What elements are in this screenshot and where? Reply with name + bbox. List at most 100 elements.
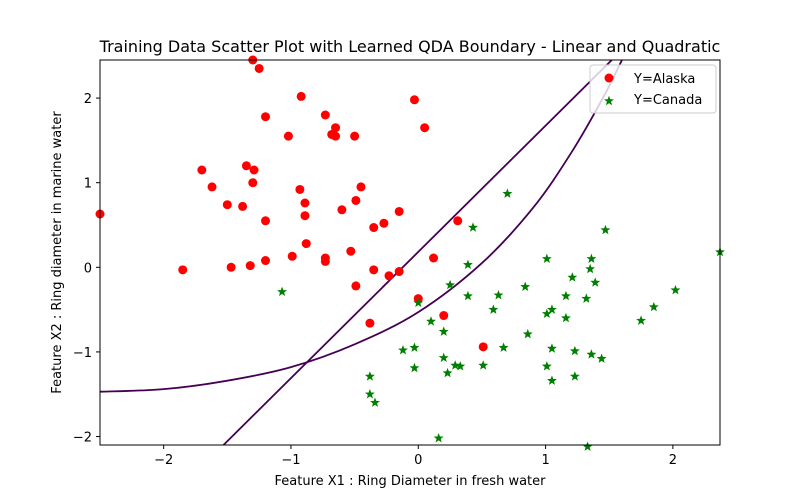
plot-area — [99, 59, 721, 446]
data-point — [455, 361, 466, 371]
data-point — [300, 198, 310, 208]
data-point — [478, 360, 489, 370]
data-point — [320, 110, 330, 120]
y-tick-label: 2 — [84, 92, 92, 107]
data-point — [351, 281, 361, 291]
data-point — [226, 262, 236, 272]
data-point — [433, 433, 444, 443]
data-point — [567, 272, 578, 282]
data-point — [238, 201, 248, 211]
data-point — [178, 265, 188, 275]
legend: Y=Alaska Y=Canada — [589, 64, 717, 114]
data-point — [301, 239, 311, 249]
axes: −2 −1 0 1 2 −2 −1 0 1 2 — [73, 92, 677, 468]
data-point — [384, 271, 394, 281]
data-point — [439, 311, 449, 321]
data-point — [283, 131, 293, 141]
data-point — [670, 284, 681, 295]
data-point — [365, 318, 375, 328]
data-point — [296, 91, 306, 101]
data-point — [409, 95, 419, 105]
data-point — [245, 261, 255, 271]
data-point — [541, 253, 552, 264]
data-point — [636, 315, 647, 325]
series-Y=Canada — [277, 188, 725, 451]
data-point — [197, 165, 207, 175]
x-tick-label: 0 — [414, 453, 422, 468]
x-tick-label: −2 — [154, 453, 173, 468]
data-point — [493, 290, 504, 300]
data-point — [241, 161, 251, 171]
data-point — [561, 290, 571, 301]
x-tick-label: 1 — [541, 453, 549, 468]
y-tick-label: 1 — [84, 177, 92, 192]
data-point — [585, 263, 596, 274]
data-point — [520, 281, 531, 291]
data-point — [547, 304, 557, 314]
x-tick-label: 2 — [669, 453, 677, 468]
data-point — [320, 256, 330, 266]
data-point — [350, 131, 360, 141]
data-point — [364, 389, 375, 399]
series-Y=Alaska — [95, 55, 488, 352]
boundary-quadratic — [100, 60, 623, 393]
data-point — [370, 397, 380, 407]
data-point — [222, 200, 232, 210]
data-point — [600, 224, 611, 235]
data-point — [379, 218, 389, 228]
data-point — [438, 326, 449, 336]
data-point — [300, 211, 310, 221]
y-tick-label: −1 — [73, 346, 92, 361]
data-point — [261, 216, 271, 226]
legend-label: Y=Alaska — [633, 72, 695, 87]
data-point — [394, 206, 404, 216]
data-point — [337, 205, 347, 215]
data-point — [356, 182, 366, 192]
data-point — [249, 165, 259, 175]
decision-boundaries — [100, 60, 623, 445]
data-point — [287, 251, 297, 261]
data-point — [569, 345, 580, 356]
data-point — [561, 312, 571, 323]
data-point — [488, 304, 499, 314]
data-point — [351, 195, 361, 205]
data-point — [453, 216, 463, 226]
y-tick-label: 0 — [84, 261, 92, 276]
data-point — [502, 188, 513, 198]
data-point — [541, 308, 552, 319]
data-point — [364, 371, 375, 381]
data-point — [261, 256, 271, 266]
y-axis-label: Feature X2 : Ring diameter in marine wat… — [50, 111, 65, 394]
data-point — [582, 441, 593, 451]
data-point — [261, 112, 271, 122]
data-point — [398, 345, 408, 355]
data-point — [547, 343, 557, 353]
data-point — [462, 290, 473, 301]
data-point — [445, 279, 456, 290]
data-point — [429, 253, 439, 263]
data-point — [277, 286, 287, 297]
legend-marker-circle — [604, 73, 614, 83]
data-point — [426, 316, 436, 326]
data-point — [438, 352, 449, 363]
data-point — [369, 265, 379, 275]
data-point — [547, 375, 557, 385]
data-point — [581, 293, 592, 303]
data-point — [569, 371, 580, 381]
data-point — [295, 184, 305, 194]
data-points — [95, 55, 725, 451]
data-point — [369, 223, 379, 233]
x-tick-label: −1 — [281, 453, 300, 468]
data-point — [413, 297, 424, 308]
data-point — [207, 182, 217, 192]
data-point — [596, 353, 607, 363]
legend-box — [589, 64, 717, 114]
data-point — [394, 267, 404, 277]
data-point — [478, 342, 488, 352]
data-point — [586, 253, 597, 264]
data-point — [442, 367, 453, 378]
data-point — [346, 246, 356, 256]
data-point — [331, 123, 341, 133]
chart-title: Training Data Scatter Plot with Learned … — [99, 37, 721, 56]
